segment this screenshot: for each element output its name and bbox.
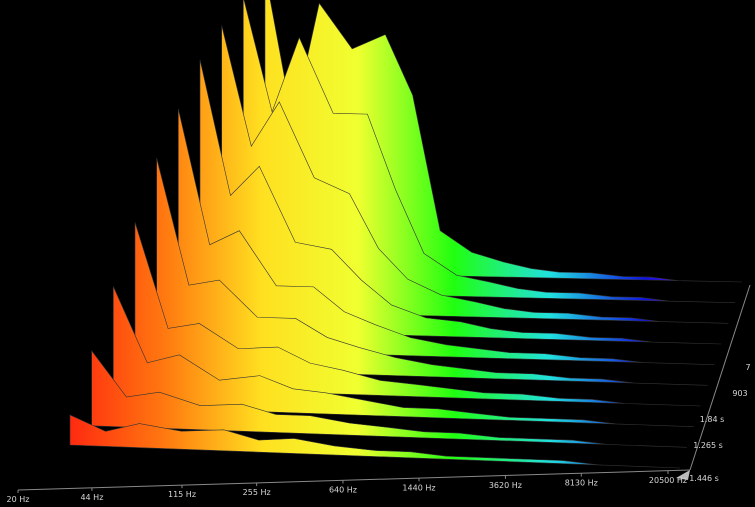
x-tick-label: 20500 Hz xyxy=(649,476,687,485)
waterfall-slice xyxy=(221,25,729,324)
x-tick-label: 3620 Hz xyxy=(489,481,522,490)
axis-arrow xyxy=(676,470,690,480)
x-tick-label: 1440 Hz xyxy=(402,483,435,492)
waterfall-slice xyxy=(134,222,701,407)
x-axis-line xyxy=(17,469,691,491)
time-tick-label: 1.265 s xyxy=(693,441,723,450)
waterfall-slice xyxy=(156,158,708,386)
x-tick-label: 115 Hz xyxy=(168,490,196,499)
x-tick-label: 255 Hz xyxy=(243,488,271,497)
time-tick-label: 903 xyxy=(732,389,747,398)
waterfall-slice xyxy=(91,349,687,448)
x-tick-label: 640 Hz xyxy=(329,486,357,495)
waterfall-slice xyxy=(199,59,722,345)
x-tick-label: 8130 Hz xyxy=(565,479,598,488)
waterfall-slice xyxy=(178,108,715,365)
time-tick-label: 1.446 s xyxy=(689,474,719,483)
waterfall-slice xyxy=(69,414,681,469)
x-tick-label: 44 Hz xyxy=(80,493,103,502)
time-tick-label: 7 xyxy=(745,363,750,372)
waterfall-slice xyxy=(113,286,694,427)
time-tick-label: 1.84 s xyxy=(700,415,725,424)
time-axis-line xyxy=(689,284,751,471)
x-tick-label: 20 Hz xyxy=(7,495,30,504)
